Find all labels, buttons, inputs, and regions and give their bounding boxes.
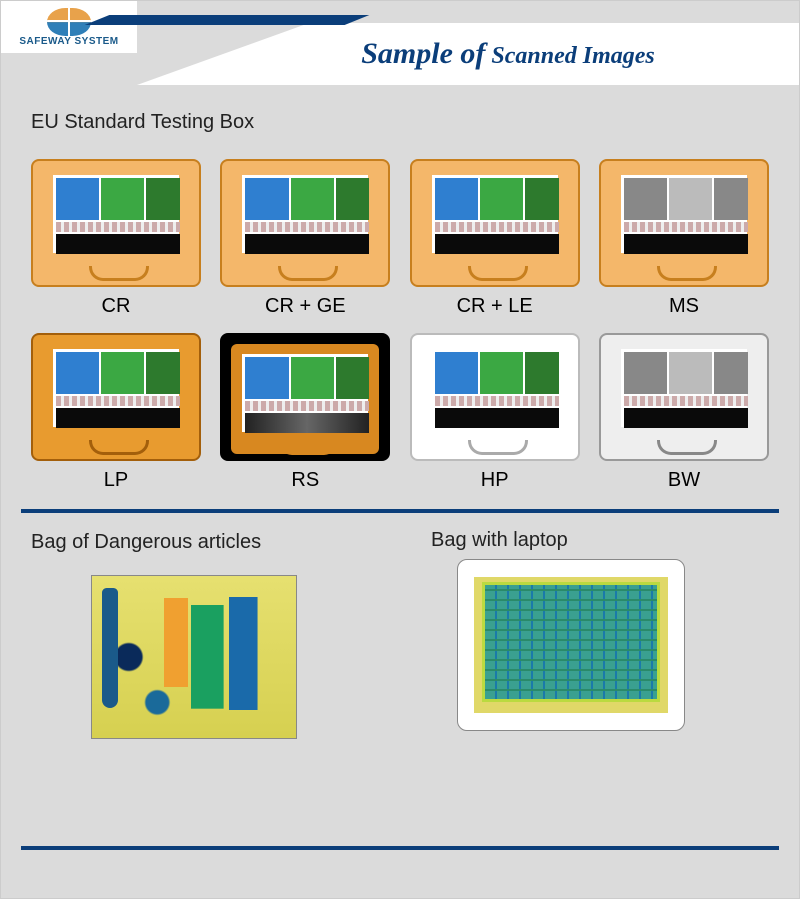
briefcase-icon [410,333,580,461]
briefcase-icon [220,159,390,287]
section-title-testing-box: EU Standard Testing Box [31,111,254,134]
scan-sample-ms: MS [599,159,769,318]
header-banner: Sample of Scanned Images [137,23,799,85]
sample-label: MS [599,295,769,318]
divider [21,846,779,850]
title-main: Sample of [361,37,485,70]
sample-label: CR [31,295,201,318]
briefcase-icon [599,333,769,461]
briefcase-icon [410,159,580,287]
divider [21,509,779,513]
sample-label: LP [31,469,201,492]
briefcase-icon [31,333,201,461]
scan-sample-bw: BW [599,333,769,492]
briefcase-icon [220,333,390,461]
globe-icon [47,8,91,36]
scan-sample-rs: RS [220,333,390,492]
section-title-bag-dangerous: Bag of Dangerous articles [31,531,261,554]
section-title-bag-laptop: Bag with laptop [431,529,568,552]
sample-label: CR + LE [410,295,580,318]
brand-name: SAFEWAY SYSTEM [19,36,118,47]
testing-box-row-1: CR CR + GE CR + LE MS [31,159,769,318]
scan-image-laptop-bag [457,559,685,731]
briefcase-icon [599,159,769,287]
scan-image-dangerous-bag [91,575,297,739]
briefcase-icon [31,159,201,287]
sample-label: HP [410,469,580,492]
scan-sample-cr-le: CR + LE [410,159,580,318]
sample-label: RS [220,469,390,492]
title-sub: Scanned Images [485,43,654,69]
scan-sample-cr: CR [31,159,201,318]
sample-label: BW [599,469,769,492]
testing-box-row-2: LP RS HP BW [31,333,769,492]
scan-sample-lp: LP [31,333,201,492]
page-title: Sample of Scanned Images [361,37,655,71]
brand-logo: SAFEWAY SYSTEM [1,1,137,53]
sample-label: CR + GE [220,295,390,318]
scan-sample-cr-ge: CR + GE [220,159,390,318]
scan-sample-hp: HP [410,333,580,492]
